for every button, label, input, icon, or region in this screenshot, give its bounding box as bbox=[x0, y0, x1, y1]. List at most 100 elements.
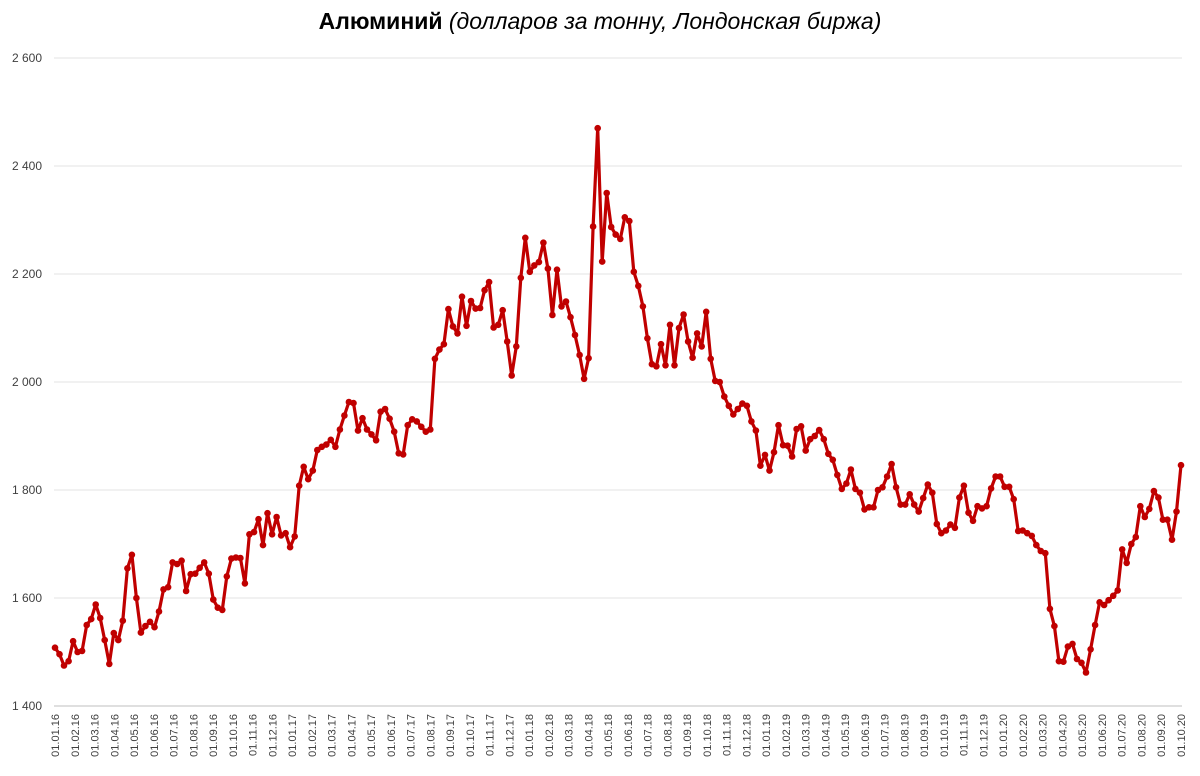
data-point bbox=[309, 467, 317, 474]
data-point bbox=[603, 189, 610, 197]
data-point bbox=[594, 124, 601, 132]
data-point bbox=[508, 372, 515, 379]
data-point bbox=[436, 346, 443, 353]
data-point bbox=[146, 618, 154, 626]
x-tick-label: 01.04.18 bbox=[583, 714, 595, 757]
x-tick-label: 01.10.17 bbox=[465, 714, 477, 757]
data-point bbox=[802, 447, 809, 454]
data-point bbox=[752, 427, 760, 434]
data-point bbox=[716, 378, 723, 386]
data-point bbox=[1082, 669, 1090, 676]
data-point bbox=[463, 322, 470, 330]
data-point bbox=[544, 265, 552, 272]
chart-title-main: Алюминий bbox=[318, 8, 443, 34]
x-tick-label: 01.05.19 bbox=[840, 714, 852, 757]
data-point bbox=[743, 402, 751, 410]
data-point bbox=[1001, 483, 1008, 491]
data-point bbox=[951, 524, 959, 532]
data-point bbox=[164, 583, 172, 591]
data-point bbox=[304, 475, 312, 483]
data-point bbox=[282, 529, 289, 537]
data-point bbox=[983, 502, 990, 510]
data-point bbox=[1100, 601, 1108, 609]
data-point bbox=[1132, 533, 1140, 541]
data-point bbox=[1114, 587, 1121, 594]
x-tick-label: 01.01.19 bbox=[761, 714, 773, 757]
data-point bbox=[815, 426, 823, 434]
x-tick-label: 01.10.19 bbox=[939, 714, 951, 757]
data-point bbox=[78, 647, 86, 655]
data-point bbox=[1060, 658, 1067, 665]
data-point bbox=[196, 564, 203, 572]
x-tick-label: 01.12.19 bbox=[978, 714, 990, 757]
data-point bbox=[390, 428, 398, 436]
x-tick-label: 01.07.19 bbox=[880, 714, 892, 757]
x-tick-label: 01.12.18 bbox=[741, 714, 753, 757]
data-point bbox=[829, 456, 837, 464]
data-point bbox=[291, 533, 299, 540]
data-point bbox=[485, 278, 493, 286]
x-tick-label: 01.06.17 bbox=[386, 714, 398, 757]
x-tick-label: 01.03.19 bbox=[801, 714, 813, 757]
x-tick-label: 01.02.20 bbox=[1018, 714, 1030, 757]
data-point bbox=[65, 657, 72, 665]
data-point bbox=[115, 636, 122, 644]
data-point bbox=[381, 405, 389, 413]
x-tick-label: 01.09.18 bbox=[682, 714, 694, 757]
data-point bbox=[255, 515, 262, 523]
data-point bbox=[259, 541, 267, 549]
data-point bbox=[960, 482, 968, 490]
series-aluminium bbox=[51, 124, 1185, 676]
x-tick-label: 01.03.16 bbox=[90, 714, 102, 757]
data-point bbox=[897, 501, 904, 508]
data-point bbox=[237, 554, 244, 562]
data-point bbox=[847, 466, 855, 473]
series-line bbox=[53, 126, 1183, 675]
data-point bbox=[526, 268, 534, 276]
data-point bbox=[825, 450, 832, 458]
data-point bbox=[92, 601, 99, 608]
data-point bbox=[404, 421, 412, 429]
data-point bbox=[607, 223, 615, 231]
data-point bbox=[399, 451, 407, 458]
x-tick-label: 01.02.17 bbox=[307, 714, 319, 757]
data-point bbox=[1033, 541, 1040, 549]
x-tick-label: 01.04.16 bbox=[109, 714, 121, 757]
data-point bbox=[576, 351, 583, 359]
x-tick-label: 01.11.18 bbox=[722, 714, 734, 756]
data-point bbox=[1010, 495, 1017, 503]
data-point bbox=[924, 481, 932, 488]
data-point bbox=[838, 485, 846, 493]
data-point bbox=[522, 234, 529, 242]
data-point bbox=[1164, 516, 1171, 523]
x-tick-label: 01.05.18 bbox=[603, 714, 615, 757]
data-point bbox=[811, 432, 818, 440]
x-tick-label: 01.03.17 bbox=[327, 714, 339, 757]
data-point bbox=[721, 393, 728, 400]
data-point bbox=[933, 520, 941, 528]
x-tick-label: 01.07.16 bbox=[169, 714, 181, 757]
data-point bbox=[69, 637, 77, 645]
data-point bbox=[734, 405, 742, 413]
x-tick-label: 01.11.16 bbox=[248, 714, 260, 756]
data-point bbox=[761, 451, 769, 459]
x-tick-label: 01.01.17 bbox=[287, 714, 299, 757]
data-point bbox=[205, 570, 213, 577]
data-point bbox=[1137, 502, 1144, 510]
x-tick-label: 01.07.17 bbox=[406, 714, 418, 757]
data-point bbox=[1087, 646, 1094, 653]
data-point bbox=[494, 321, 502, 329]
data-point bbox=[454, 330, 461, 337]
x-tick-label: 01.10.20 bbox=[1176, 714, 1188, 757]
data-point bbox=[626, 217, 633, 225]
data-point bbox=[268, 531, 276, 538]
data-point bbox=[653, 363, 660, 370]
data-point bbox=[901, 501, 909, 508]
data-point bbox=[639, 303, 647, 310]
data-point bbox=[562, 298, 570, 305]
x-tick-label: 01.04.20 bbox=[1057, 714, 1069, 757]
data-point bbox=[1005, 483, 1013, 491]
data-point bbox=[856, 489, 864, 497]
x-tick-label: 01.06.16 bbox=[149, 714, 161, 757]
